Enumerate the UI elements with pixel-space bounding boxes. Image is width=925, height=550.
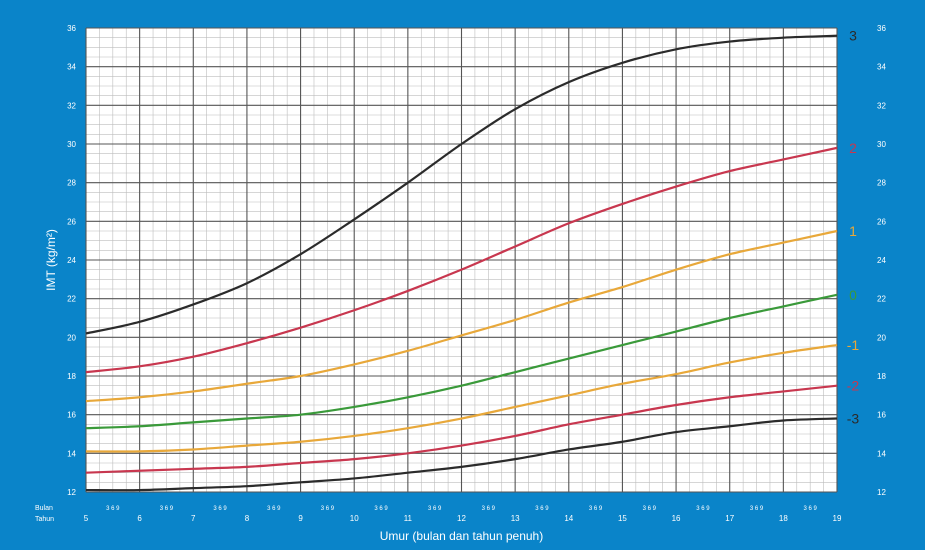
x-tick-label: 6: [137, 514, 142, 523]
y-tick-label-right: 14: [877, 449, 886, 458]
series-label--1: -1: [847, 337, 860, 353]
x-tick-label: 19: [833, 514, 842, 523]
x-tick-label: 12: [457, 514, 466, 523]
x-axis-label: Umur (bulan dan tahun penuh): [380, 529, 543, 543]
x-tick-label: 10: [350, 514, 359, 523]
y-tick-label-left: 14: [67, 449, 76, 458]
y-tick-label-left: 28: [67, 179, 76, 188]
y-tick-label-left: 34: [67, 63, 76, 72]
month-tick-label: 3 6 9: [696, 506, 710, 512]
y-tick-label-right: 16: [877, 411, 886, 420]
y-tick-label-right: 34: [877, 63, 886, 72]
series-line-1: [85, 229, 838, 403]
x-tick-label: 18: [779, 514, 788, 523]
month-tick-label: 3 6 9: [482, 506, 496, 512]
y-tick-label-left: 26: [67, 217, 76, 226]
series-label--3: -3: [847, 411, 860, 427]
series-label-2: 2: [849, 140, 857, 156]
month-row-label: Bulan: [35, 505, 53, 512]
month-tick-label: 3 6 9: [213, 506, 227, 512]
series-line-2: [85, 146, 838, 374]
grid: [85, 27, 838, 493]
x-tick-label: 13: [511, 514, 520, 523]
x-tick-label: 16: [672, 514, 681, 523]
month-tick-label: 3 6 9: [589, 506, 603, 512]
x-tick-label: 11: [404, 514, 413, 523]
series-line-0: [85, 293, 838, 430]
y-tick-label-left: 18: [67, 372, 76, 381]
x-tick-label: 15: [618, 514, 627, 523]
y-tick-label-right: 22: [877, 295, 886, 304]
y-tick-label-left: 32: [67, 101, 76, 110]
y-tick-label-right: 18: [877, 372, 886, 381]
month-tick-label: 3 6 9: [535, 506, 549, 512]
series-line-3: [85, 34, 838, 335]
x-tick-label: 7: [191, 514, 196, 523]
series-line--3: [85, 417, 838, 492]
month-tick-label: 3 6 9: [106, 506, 120, 512]
x-tick-label: 9: [298, 514, 303, 523]
month-tick-label: 3 6 9: [750, 506, 764, 512]
year-row-label: Tahun: [35, 516, 54, 523]
y-tick-label-left: 24: [67, 256, 76, 265]
month-tick-label: 3 6 9: [803, 506, 817, 512]
y-tick-label-right: 28: [877, 179, 886, 188]
month-tick-label: 3 6 9: [321, 506, 335, 512]
series-label-1: 1: [849, 223, 857, 239]
series-label-3: 3: [849, 28, 857, 44]
y-tick-label-left: 36: [67, 24, 76, 33]
x-tick-label: 5: [84, 514, 89, 523]
x-tick-label: 17: [725, 514, 734, 523]
y-tick-label-right: 12: [877, 488, 886, 497]
y-tick-label-right: 26: [877, 217, 886, 226]
series-label-0: 0: [849, 287, 857, 303]
x-tick-label: 14: [564, 514, 573, 523]
y-tick-label-right: 32: [877, 101, 886, 110]
y-tick-label-right: 36: [877, 24, 886, 33]
x-tick-label: 8: [245, 514, 250, 523]
month-tick-label: 3 6 9: [428, 506, 442, 512]
y-tick-label-left: 30: [67, 140, 76, 149]
y-tick-label-right: 20: [877, 333, 886, 342]
month-tick-label: 3 6 9: [160, 506, 174, 512]
y-tick-label-left: 22: [67, 295, 76, 304]
y-tick-label-left: 16: [67, 411, 76, 420]
series-label--2: -2: [847, 378, 860, 394]
y-axis-label: IMT (kg/m²): [44, 229, 58, 291]
series-line--1: [85, 343, 838, 453]
y-tick-label-left: 12: [67, 488, 76, 497]
month-tick-label: 3 6 9: [374, 506, 388, 512]
month-tick-label: 3 6 9: [267, 506, 281, 512]
y-tick-label-right: 30: [877, 140, 886, 149]
y-tick-label-right: 24: [877, 256, 886, 265]
series-line--2: [85, 384, 838, 474]
y-tick-label-left: 20: [67, 333, 76, 342]
month-tick-label: 3 6 9: [643, 506, 657, 512]
